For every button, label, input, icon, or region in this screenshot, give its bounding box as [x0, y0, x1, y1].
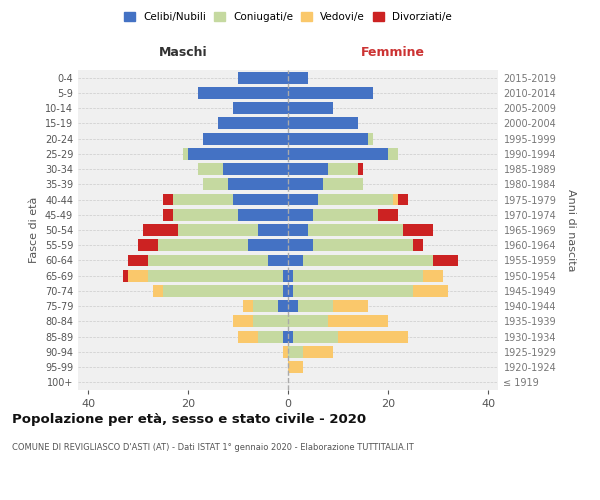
- Bar: [128, 254, 148, 266]
- Bar: [288, 72, 308, 84]
- Bar: [328, 316, 388, 328]
- Bar: [288, 132, 368, 144]
- Bar: [178, 224, 258, 236]
- Bar: [203, 132, 288, 144]
- Bar: [288, 254, 303, 266]
- Bar: [153, 285, 163, 297]
- Bar: [138, 240, 158, 251]
- Bar: [198, 87, 288, 99]
- Bar: [308, 224, 403, 236]
- Bar: [288, 194, 318, 205]
- Bar: [388, 148, 398, 160]
- Bar: [238, 209, 288, 220]
- Bar: [333, 300, 368, 312]
- Bar: [413, 240, 423, 251]
- Bar: [423, 270, 443, 281]
- Bar: [238, 72, 288, 84]
- Bar: [303, 346, 333, 358]
- Bar: [223, 163, 288, 175]
- Bar: [163, 285, 283, 297]
- Bar: [413, 285, 448, 297]
- Bar: [163, 194, 173, 205]
- Text: Femmine: Femmine: [361, 46, 425, 60]
- Bar: [283, 285, 288, 297]
- Bar: [328, 163, 358, 175]
- Bar: [243, 300, 253, 312]
- Bar: [198, 163, 223, 175]
- Bar: [248, 240, 288, 251]
- Bar: [288, 209, 313, 220]
- Bar: [313, 240, 413, 251]
- Bar: [288, 224, 308, 236]
- Bar: [268, 254, 288, 266]
- Bar: [143, 224, 178, 236]
- Bar: [173, 194, 233, 205]
- Bar: [163, 209, 173, 220]
- Text: Popolazione per età, sesso e stato civile - 2020: Popolazione per età, sesso e stato civil…: [12, 412, 366, 426]
- Bar: [228, 178, 288, 190]
- Y-axis label: Fasce di età: Fasce di età: [29, 197, 39, 263]
- Bar: [218, 118, 288, 130]
- Bar: [288, 285, 293, 297]
- Bar: [433, 254, 458, 266]
- Y-axis label: Anni di nascita: Anni di nascita: [566, 188, 576, 271]
- Bar: [233, 316, 253, 328]
- Text: COMUNE DI REVIGLIASCO D'ASTI (AT) - Dati ISTAT 1° gennaio 2020 - Elaborazione TU: COMUNE DI REVIGLIASCO D'ASTI (AT) - Dati…: [12, 442, 414, 452]
- Bar: [283, 346, 288, 358]
- Bar: [258, 330, 283, 342]
- Bar: [393, 194, 398, 205]
- Bar: [278, 300, 288, 312]
- Legend: Celibi/Nubili, Coniugati/e, Vedovi/e, Divorziati/e: Celibi/Nubili, Coniugati/e, Vedovi/e, Di…: [120, 8, 456, 26]
- Bar: [258, 224, 288, 236]
- Bar: [148, 270, 283, 281]
- Bar: [238, 330, 258, 342]
- Bar: [293, 270, 423, 281]
- Bar: [288, 87, 373, 99]
- Bar: [358, 163, 363, 175]
- Bar: [398, 194, 408, 205]
- Bar: [293, 285, 413, 297]
- Bar: [233, 194, 288, 205]
- Bar: [298, 300, 333, 312]
- Bar: [233, 102, 288, 114]
- Bar: [288, 178, 323, 190]
- Bar: [288, 148, 388, 160]
- Bar: [303, 254, 433, 266]
- Bar: [283, 270, 288, 281]
- Bar: [293, 330, 338, 342]
- Bar: [288, 300, 298, 312]
- Bar: [283, 330, 288, 342]
- Bar: [188, 148, 288, 160]
- Bar: [123, 270, 128, 281]
- Bar: [173, 209, 238, 220]
- Bar: [338, 330, 408, 342]
- Bar: [288, 270, 293, 281]
- Bar: [288, 118, 358, 130]
- Bar: [313, 209, 378, 220]
- Bar: [183, 148, 188, 160]
- Bar: [378, 209, 398, 220]
- Bar: [158, 240, 248, 251]
- Bar: [288, 361, 303, 373]
- Bar: [148, 254, 268, 266]
- Bar: [128, 270, 148, 281]
- Text: Maschi: Maschi: [158, 46, 208, 60]
- Bar: [288, 102, 333, 114]
- Bar: [288, 346, 303, 358]
- Bar: [288, 316, 328, 328]
- Bar: [253, 300, 278, 312]
- Bar: [203, 178, 228, 190]
- Bar: [288, 330, 293, 342]
- Bar: [368, 132, 373, 144]
- Bar: [323, 178, 363, 190]
- Bar: [318, 194, 393, 205]
- Bar: [253, 316, 288, 328]
- Bar: [288, 163, 328, 175]
- Bar: [288, 240, 313, 251]
- Bar: [403, 224, 433, 236]
